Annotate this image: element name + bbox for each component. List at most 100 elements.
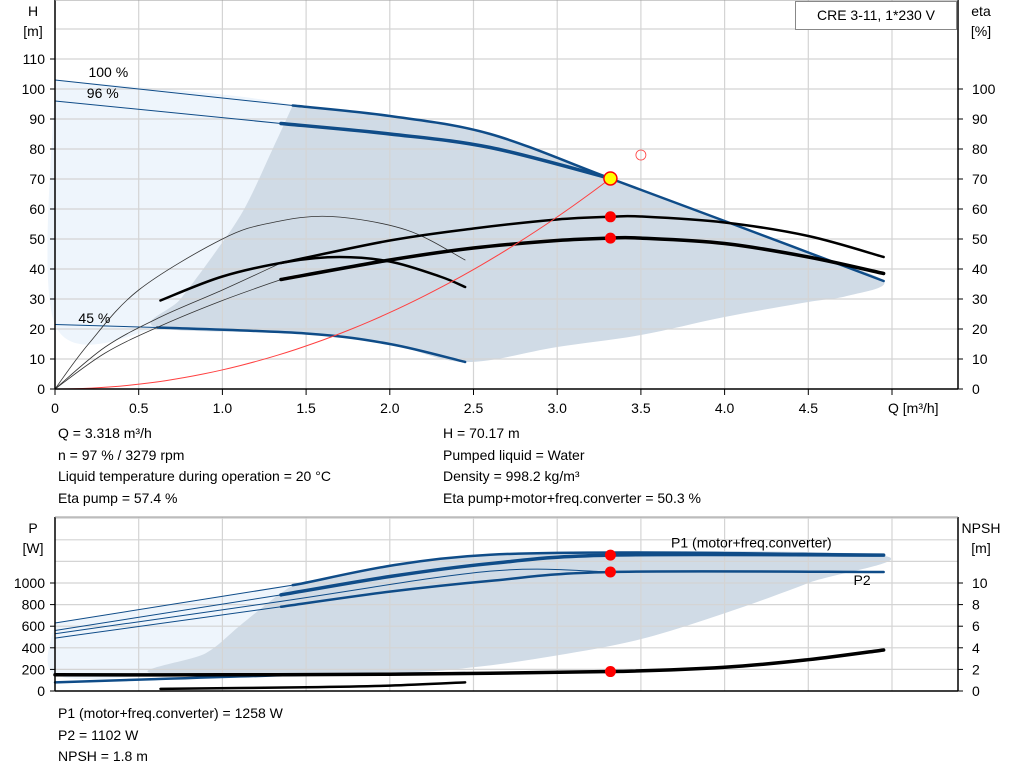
duty-point-marker: [603, 171, 618, 186]
head-chart-ytick-label: 70: [29, 171, 45, 187]
head-chart-xtick-label: 1.0: [213, 400, 233, 416]
head-chart-xtick-label: 2.5: [464, 400, 484, 416]
power-chart-ytick-label: 400: [22, 640, 46, 656]
head-chart-xtick-label: 0: [51, 400, 59, 416]
head-chart-y2tick-label: 100: [972, 81, 996, 97]
info-flow: Q = 3.318 m³/h: [58, 425, 152, 441]
info-npsh: NPSH = 1.8 m: [58, 748, 148, 764]
curve-eta-thin-b: [54, 262, 282, 390]
power-chart-y2tick-label: 4: [972, 640, 980, 656]
head-chart-y2tick-label: 40: [972, 261, 988, 277]
head-chart-ytick-label: 0: [37, 381, 45, 397]
power-chart-ytick-label: 0: [37, 683, 45, 699]
head-chart-y2tick-label: 10: [972, 351, 988, 367]
power-chart-ylabel: P: [28, 520, 37, 536]
curve-p2-thin: [54, 606, 282, 639]
head-chart-area-dark: [150, 105, 885, 363]
curve-h-96-thin: [54, 100, 282, 124]
power-chart-y2tick-label: 8: [972, 597, 980, 613]
info-p2: P2 = 1102 W: [58, 726, 139, 743]
eta-total-point-marker: [604, 232, 616, 244]
head-chart-y2tick-label: 60: [972, 201, 988, 217]
curve-npsh-45: [159, 681, 467, 691]
head-chart-yunit: [m]: [23, 23, 42, 39]
power-chart-y2tick-label: 2: [972, 661, 980, 677]
info-eta-total: Eta pump+motor+freq.converter = 50.3 %: [443, 489, 701, 506]
power-chart-area-light: [47, 584, 307, 680]
info-bottom: P1 (motor+freq.converter) = 1258 W P2 = …: [58, 703, 283, 768]
head-chart-y2unit: [%]: [971, 23, 991, 39]
power-chart-y2tick-label: 6: [972, 618, 980, 634]
head-chart-ytick-label: 30: [29, 291, 45, 307]
power-series-label: P2: [853, 572, 870, 588]
head-chart-ytick-label: 110: [23, 51, 46, 67]
info-left: Q = 3.318 m³/h n = 97 % / 3279 rpm Liqui…: [58, 423, 331, 509]
head-chart-area-light: [47, 80, 307, 345]
info-liquid: Pumped liquid = Water: [443, 446, 585, 463]
head-chart-xtick-label: 4.0: [715, 400, 735, 416]
power-chart-ytick-label: 1000: [14, 575, 45, 591]
curve-eta-45: [159, 255, 467, 302]
curve-npsh: [53, 648, 886, 677]
head-chart-y2label: eta: [971, 3, 991, 19]
info-eta-pump: Eta pump = 57.4 %: [58, 489, 178, 506]
power-chart-ytick-label: 800: [22, 597, 46, 613]
head-chart-ytick-label: 80: [29, 141, 45, 157]
speed-curve-label: 45 %: [78, 310, 110, 326]
head-chart-xtick-label: 3.5: [631, 400, 651, 416]
info-right: H = 70.17 m Pumped liquid = Water Densit…: [443, 423, 701, 509]
npsh-point-marker: [604, 666, 616, 678]
head-chart-y2tick-label: 90: [972, 111, 988, 127]
p2-point-marker: [604, 566, 616, 578]
head-chart-y2tick-label: 80: [972, 141, 988, 157]
head-chart-xtick-label: 3.0: [547, 400, 567, 416]
head-chart-ytick-label: 10: [29, 351, 45, 367]
head-chart-ytick-label: 100: [22, 81, 46, 97]
power-chart-area-dark: [147, 551, 892, 676]
requested-point-marker: [635, 149, 647, 161]
p1-point-marker: [604, 549, 616, 561]
info-p1: P1 (motor+freq.converter) = 1258 W: [58, 705, 283, 721]
head-chart-y2tick-label: 0: [972, 381, 980, 397]
head-chart-y2tick-label: 30: [972, 291, 988, 307]
info-speed: n = 97 % / 3279 rpm: [58, 446, 185, 463]
power-chart-y2unit: [m]: [971, 540, 990, 556]
head-chart-y2tick-label: 20: [972, 321, 988, 337]
power-chart-yunit: [W]: [23, 540, 44, 556]
head-chart-xtick-label: 4.5: [799, 400, 819, 416]
power-series-label: P1 (motor+freq.converter): [671, 534, 832, 550]
curve-system-curve: [54, 177, 611, 390]
power-chart-y2label: NPSH: [962, 520, 1001, 536]
head-chart-ylabel: H: [28, 3, 38, 19]
speed-curve-label: 96 %: [87, 85, 119, 101]
curve-h-45: [155, 326, 467, 364]
head-chart-y2tick-label: 50: [972, 231, 988, 247]
head-chart-y2tick-label: 70: [972, 171, 988, 187]
curve-p1-100-thin: [54, 584, 294, 624]
info-temperature: Liquid temperature during operation = 20…: [58, 468, 331, 484]
head-chart-ytick-label: 90: [29, 111, 45, 127]
power-chart-y2tick-label: 10: [972, 575, 988, 591]
curve-eta-thin-c: [54, 279, 282, 390]
curve-p2: [279, 570, 885, 609]
power-chart-ytick-label: 600: [22, 618, 46, 634]
curve-p1-96-thin: [54, 594, 282, 632]
curve-h-96: [279, 121, 613, 181]
head-chart-xtick-label: 2.0: [380, 400, 400, 416]
eta-pump-point-marker: [604, 211, 616, 223]
head-chart-ytick-label: 60: [29, 201, 45, 217]
curve-eta-thin-a: [54, 215, 466, 390]
curve-p1-96: [279, 552, 886, 597]
power-chart-y2tick-label: 0: [972, 683, 980, 699]
head-chart-xtick-label: 1.5: [296, 400, 316, 416]
head-chart-ytick-label: 50: [29, 231, 45, 247]
curve-h-100-thin: [54, 79, 294, 106]
info-density: Density = 998.2 kg/m³: [443, 468, 580, 484]
info-head: H = 70.17 m: [443, 425, 520, 441]
head-chart-ytick-label: 20: [29, 321, 45, 337]
curve-p2-100-thin: [54, 568, 611, 635]
power-chart-ytick-label: 200: [22, 661, 46, 677]
head-chart-xlabel: Q [m³/h]: [888, 400, 939, 416]
head-chart-ytick-label: 40: [29, 261, 45, 277]
